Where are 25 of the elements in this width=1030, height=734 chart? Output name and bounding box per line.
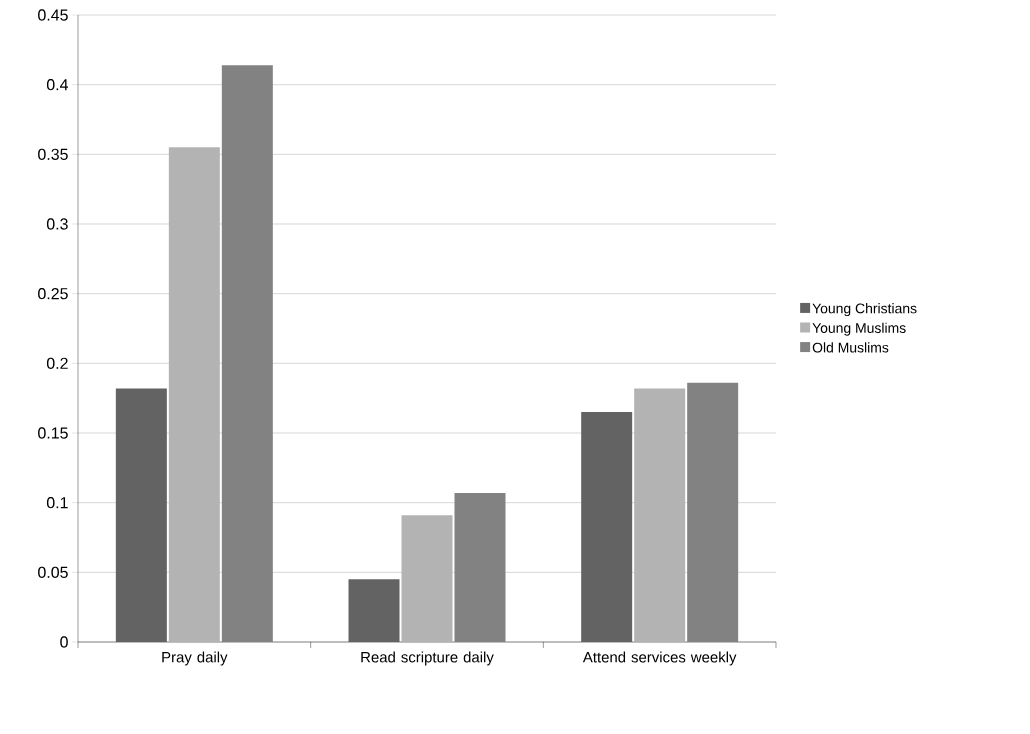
- bar: [454, 492, 506, 642]
- y-tick-label: 0.05: [38, 566, 68, 578]
- y-tick-label: 0.25: [38, 288, 68, 300]
- bar: [581, 412, 633, 642]
- bar: [687, 382, 739, 642]
- y-tick-label: 0.4: [46, 79, 69, 91]
- y-tick-label: 0.15: [38, 427, 68, 439]
- y-tick-label: 0.1: [46, 497, 68, 509]
- bar: [401, 515, 453, 642]
- legend-label: Old Muslims: [812, 342, 889, 353]
- y-tick-label: 0.3: [46, 218, 68, 230]
- y-tick-label: 0: [60, 636, 68, 648]
- bar: [348, 579, 400, 642]
- bar: [115, 388, 167, 642]
- x-tick-label: Attend services weekly: [582, 651, 737, 666]
- x-tick-label: Read scripture daily: [361, 651, 494, 666]
- y-tick-label: 0.35: [38, 148, 68, 160]
- y-tick-label: 0.45: [38, 9, 68, 21]
- bar: [221, 65, 273, 642]
- bar: [168, 147, 220, 642]
- legend-label: Young Christians: [812, 303, 917, 317]
- bar: [634, 388, 686, 642]
- y-tick-label: 0.2: [46, 357, 68, 369]
- x-tick-label: Pray daily: [162, 651, 228, 666]
- legend-label: Young Muslims: [812, 322, 906, 336]
